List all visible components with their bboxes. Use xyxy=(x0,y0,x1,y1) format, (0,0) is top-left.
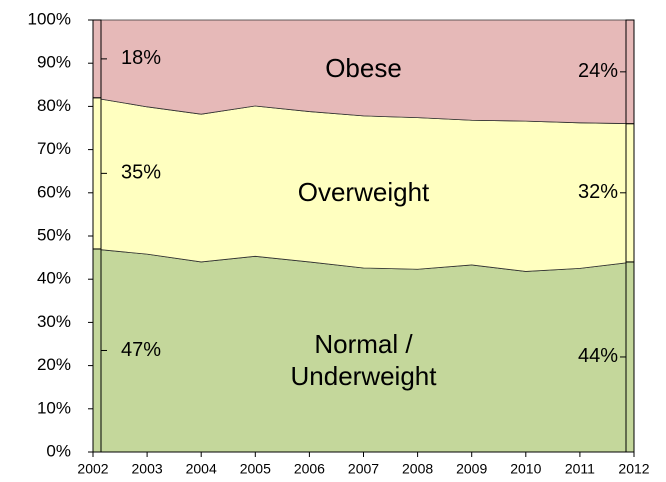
value-label: 47% xyxy=(121,339,161,361)
edge-strip xyxy=(625,123,635,263)
y-tick-label: 10% xyxy=(37,398,71,417)
x-tick-label: 2010 xyxy=(510,461,541,477)
y-tick-label: 30% xyxy=(37,312,71,331)
x-tick-label: 2005 xyxy=(240,461,271,477)
edge-strip xyxy=(625,19,635,125)
y-tick-label: 90% xyxy=(37,53,71,72)
series-name: Obese xyxy=(325,52,402,83)
y-tick-label: 50% xyxy=(37,225,71,244)
y-tick-label: 40% xyxy=(37,269,71,288)
x-tick-label: 2009 xyxy=(456,461,487,477)
edge-strip xyxy=(92,97,102,250)
value-label: 35% xyxy=(121,162,161,184)
x-tick-label: 2003 xyxy=(132,461,163,477)
edge-strip xyxy=(92,19,102,99)
series-name: Overweight xyxy=(297,176,430,207)
y-tick-label: 100% xyxy=(28,9,71,28)
y-tick-label: 80% xyxy=(37,96,71,115)
x-tick-label: 2012 xyxy=(618,461,649,477)
value-label: 44% xyxy=(578,345,618,367)
y-tick-label: 20% xyxy=(37,355,71,374)
value-label: 24% xyxy=(578,60,618,82)
y-tick-label: 60% xyxy=(37,182,71,201)
edge-strip xyxy=(625,261,635,453)
edge-strip xyxy=(92,248,102,453)
y-tick-label: 70% xyxy=(37,139,71,158)
y-tick-label: 0% xyxy=(46,441,71,460)
series-label: Normal / Underweight xyxy=(290,328,437,391)
value-label: 18% xyxy=(121,47,161,69)
x-tick-label: 2006 xyxy=(294,461,325,477)
series-name: Normal / Underweight xyxy=(290,328,437,391)
x-tick-label: 2004 xyxy=(186,461,217,477)
x-tick-label: 2002 xyxy=(77,461,108,477)
series-label: Obese xyxy=(325,52,402,83)
series-label: Overweight xyxy=(297,176,430,207)
value-label: 32% xyxy=(578,181,618,203)
x-tick-label: 2008 xyxy=(402,461,433,477)
x-tick-label: 2011 xyxy=(565,461,595,477)
x-tick-label: 2007 xyxy=(348,461,379,477)
